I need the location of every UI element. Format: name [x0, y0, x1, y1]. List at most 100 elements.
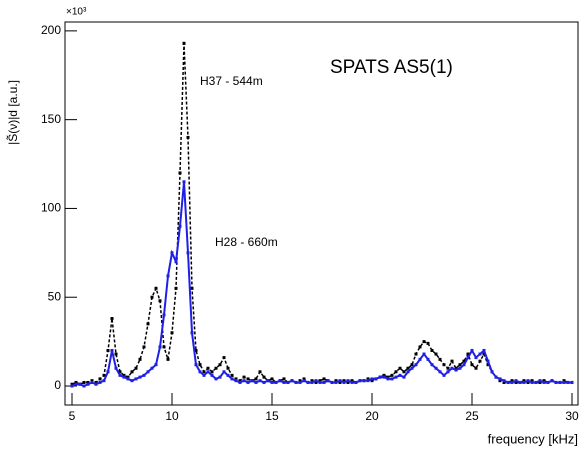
y-tick-label: 100: [41, 201, 61, 215]
data-point: [306, 380, 310, 384]
data-point: [294, 380, 298, 384]
data-point: [382, 375, 386, 379]
data-point: [422, 340, 426, 344]
data-point: [534, 380, 538, 384]
x-tick-label: 20: [365, 409, 379, 423]
data-point: [438, 357, 442, 361]
data-point: [338, 379, 342, 383]
data-point: [246, 380, 250, 384]
data-point: [298, 379, 302, 383]
data-point: [214, 366, 218, 370]
data-point: [510, 379, 514, 383]
data-point: [502, 379, 506, 383]
data-point: [474, 356, 478, 360]
data-point: [302, 377, 306, 381]
data-point: [286, 380, 290, 384]
data-point: [542, 379, 546, 383]
data-point: [342, 379, 346, 383]
data-point: [138, 375, 142, 379]
data-point: [506, 380, 510, 384]
data-point: [414, 363, 418, 367]
data-point: [222, 356, 226, 360]
data-point: [162, 313, 166, 317]
data-point: [458, 366, 462, 370]
data-point: [74, 382, 78, 386]
data-point: [322, 377, 326, 381]
data-point: [114, 352, 118, 356]
data-point: [98, 377, 102, 381]
data-point: [490, 370, 494, 374]
data-point: [138, 357, 142, 361]
data-point: [522, 379, 526, 383]
data-point: [282, 377, 286, 381]
data-point: [494, 375, 498, 379]
data-point: [406, 366, 410, 370]
data-point: [82, 380, 86, 384]
data-point: [454, 368, 458, 372]
data-point: [202, 370, 206, 374]
data-point: [366, 377, 370, 381]
data-point: [150, 366, 154, 370]
data-point: [270, 377, 274, 381]
data-point: [166, 274, 170, 278]
data-point: [330, 380, 334, 384]
data-point: [454, 366, 458, 370]
data-point: [478, 359, 482, 363]
data-point: [314, 380, 318, 384]
data-point: [118, 370, 122, 374]
data-point: [438, 370, 442, 374]
data-point: [218, 375, 222, 379]
data-point: [530, 379, 534, 383]
data-point: [158, 345, 162, 349]
data-point: [430, 348, 434, 352]
data-point: [214, 377, 218, 381]
data-point: [478, 352, 482, 356]
data-point: [314, 379, 318, 383]
data-point: [378, 375, 382, 379]
data-point: [486, 363, 490, 367]
data-point: [442, 363, 446, 367]
data-point: [546, 380, 550, 384]
data-point: [78, 382, 82, 386]
data-point: [518, 380, 522, 384]
data-point: [342, 380, 346, 384]
data-point: [298, 380, 302, 384]
data-point: [110, 317, 114, 321]
data-point: [558, 380, 562, 384]
data-point: [130, 379, 134, 383]
data-point: [198, 370, 202, 374]
data-point: [254, 377, 258, 381]
data-point: [426, 357, 430, 361]
data-point: [194, 363, 198, 367]
data-point: [166, 357, 170, 361]
data-point: [434, 352, 438, 356]
data-point: [134, 377, 138, 381]
data-point: [418, 345, 422, 349]
data-point: [206, 370, 210, 374]
data-point: [470, 348, 474, 352]
data-point: [250, 379, 254, 383]
data-point: [406, 370, 410, 374]
data-point: [174, 286, 178, 290]
data-point: [566, 380, 570, 384]
data-point: [398, 373, 402, 377]
data-point: [186, 251, 190, 255]
data-point: [98, 380, 102, 384]
data-point: [262, 375, 266, 379]
data-point: [466, 356, 470, 360]
data-point: [334, 380, 338, 384]
data-point: [170, 251, 174, 255]
data-point: [522, 380, 526, 384]
data-point: [242, 379, 246, 383]
data-point: [418, 357, 422, 361]
data-point: [474, 366, 478, 370]
data-point: [458, 363, 462, 367]
data-point: [178, 171, 182, 175]
data-point: [354, 380, 358, 384]
data-point: [222, 370, 226, 374]
data-point: [122, 373, 126, 377]
data-point: [178, 224, 182, 228]
data-point: [538, 380, 542, 384]
data-point: [278, 379, 282, 383]
